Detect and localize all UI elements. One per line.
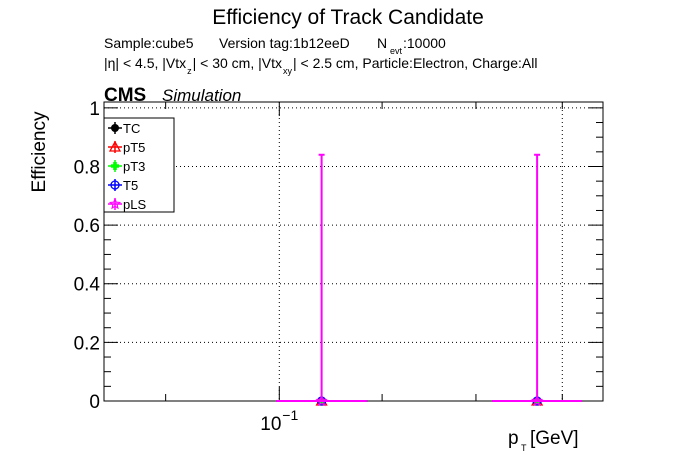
data-point <box>530 394 544 407</box>
legend-marker <box>108 140 122 152</box>
legend-marker <box>108 197 122 210</box>
x-tick-label: 10 <box>260 414 281 435</box>
nevt-subscript: evt <box>390 46 403 56</box>
plot-frame <box>103 101 604 402</box>
x-axis-label: p T [GeV] <box>508 428 579 453</box>
data-layer <box>276 153 583 407</box>
legend-entry-pLS: pLS <box>108 197 146 212</box>
y-tick-label: 0.6 <box>74 216 100 237</box>
info-line-2: |η| < 4.5, |Vtx z | < 30 cm, |Vtx xy | <… <box>104 55 537 76</box>
legend-label: pT5 <box>123 140 145 155</box>
legend-label: T5 <box>123 178 138 193</box>
data-point <box>315 394 328 407</box>
chart-title: Efficiency of Track Candidate <box>212 6 484 29</box>
series-pLS <box>276 153 583 407</box>
vtx-z-subscript: z <box>187 66 192 76</box>
cut-eta-vtxz: |η| < 4.5, |Vtx <box>104 55 186 71</box>
y-tick-label: 0.8 <box>74 157 100 178</box>
legend-marker <box>110 180 120 190</box>
axis-ticks: 0 0.2 0.4 0.6 0.8 1 10 −1 <box>74 99 603 435</box>
legend-label: TC <box>123 121 140 136</box>
legend-marker <box>111 162 119 170</box>
legend: TC pT5 pT3 T5 pLS <box>103 117 175 213</box>
info-line-1: Sample:cube5 Version tag:1b12eeD N evt :… <box>104 35 446 56</box>
legend-entry-pT5: pT5 <box>108 140 145 155</box>
nevt-value: :10000 <box>403 35 446 51</box>
y-tick-label: 0 <box>89 392 100 413</box>
cms-label: CMS <box>104 85 146 106</box>
version-tag-label: Version tag:1b12eeD <box>219 35 350 51</box>
sample-label: Sample:cube5 <box>104 35 194 51</box>
cut-vtxz-vtxxy: | < 30 cm, |Vtx <box>193 55 282 71</box>
x-axis-label-unit: [GeV] <box>530 428 579 449</box>
legend-entry-TC: TC <box>108 121 140 136</box>
nevt-symbol: N <box>377 35 387 51</box>
legend-label: pT3 <box>123 159 145 174</box>
x-axis-label-main: p <box>508 428 519 449</box>
grid <box>104 102 603 402</box>
legend-entry-pT3: pT3 <box>108 159 145 174</box>
y-axis-label: Efficiency <box>29 111 50 192</box>
x-axis-label-subscript: T <box>521 443 527 453</box>
legend-label: pLS <box>123 197 146 212</box>
x-tick-label-exponent: −1 <box>282 407 298 423</box>
legend-marker <box>111 124 119 132</box>
legend-entry-T5: T5 <box>108 178 138 193</box>
y-tick-label: 0.2 <box>74 333 100 354</box>
y-tick-label: 1 <box>89 99 100 120</box>
cut-vtxxy-particle: | < 2.5 cm, Particle:Electron, Charge:Al… <box>293 55 537 71</box>
y-tick-label: 0.4 <box>74 275 101 296</box>
vtx-xy-subscript: xy <box>283 66 293 76</box>
simulation-label: Simulation <box>162 86 241 105</box>
